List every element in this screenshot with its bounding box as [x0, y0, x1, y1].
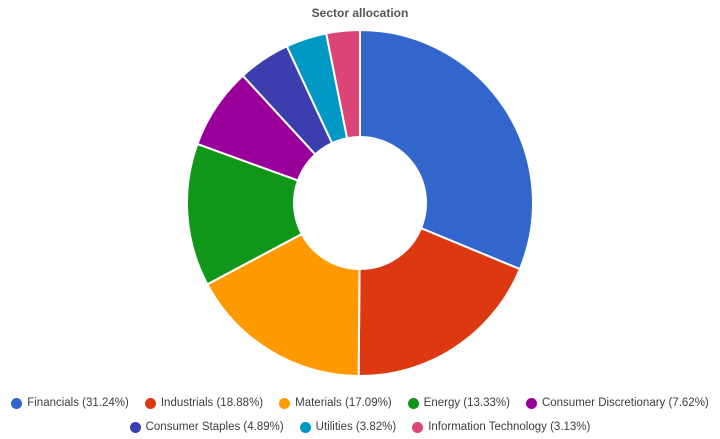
slice-financials[interactable]: [359, 28, 534, 271]
legend-label: Information Technology (3.13%): [428, 421, 591, 433]
legend-marker: [11, 397, 23, 409]
chart-title: Sector allocation: [311, 6, 409, 20]
legend-row: Consumer Staples (4.89%) Utilities (3.82%…: [0, 421, 720, 433]
slice-information-technology[interactable]: [325, 28, 361, 140]
legend-marker: [525, 397, 537, 409]
legend-item-utilities[interactable]: Utilities (3.82%): [299, 421, 397, 433]
legend-item-information-technology[interactable]: Information Technology (3.13%): [412, 421, 590, 433]
legend-item-energy[interactable]: Energy (13.33%): [407, 397, 510, 409]
legend-marker: [299, 421, 311, 433]
legend-label: Industrials (18.88%): [160, 397, 264, 409]
slice-industrials[interactable]: [357, 226, 522, 377]
legend-label: Energy (13.33%): [423, 397, 510, 409]
legend-item-industrials[interactable]: Industrials (18.88%): [144, 397, 264, 409]
legend-marker: [407, 397, 419, 409]
legend-item-financials[interactable]: Financials (31.24%): [11, 397, 129, 409]
legend-item-consumer-discretionary[interactable]: Consumer Discretionary (7.62%): [525, 397, 709, 409]
legend-item-consumer-staples[interactable]: Consumer Staples (4.89%): [129, 421, 284, 433]
legend-marker: [144, 397, 156, 409]
donut-chart: [186, 28, 534, 378]
legend-row: Financials (31.24%) Industrials (18.88%) M…: [0, 397, 720, 409]
slice-energy[interactable]: [186, 142, 304, 286]
legend-marker: [279, 397, 291, 409]
legend-label: Consumer Staples (4.89%): [145, 421, 284, 433]
legend-label: Consumer Discretionary (7.62%): [541, 397, 709, 409]
legend-item-materials[interactable]: Materials (17.09%): [279, 397, 392, 409]
legend-marker: [412, 421, 424, 433]
legend-label: Utilities (3.82%): [315, 421, 397, 433]
slice-materials[interactable]: [205, 232, 361, 378]
legend-marker: [129, 421, 141, 433]
legend-label: Materials (17.09%): [295, 397, 392, 409]
legend-label: Financials (31.24%): [27, 397, 129, 409]
